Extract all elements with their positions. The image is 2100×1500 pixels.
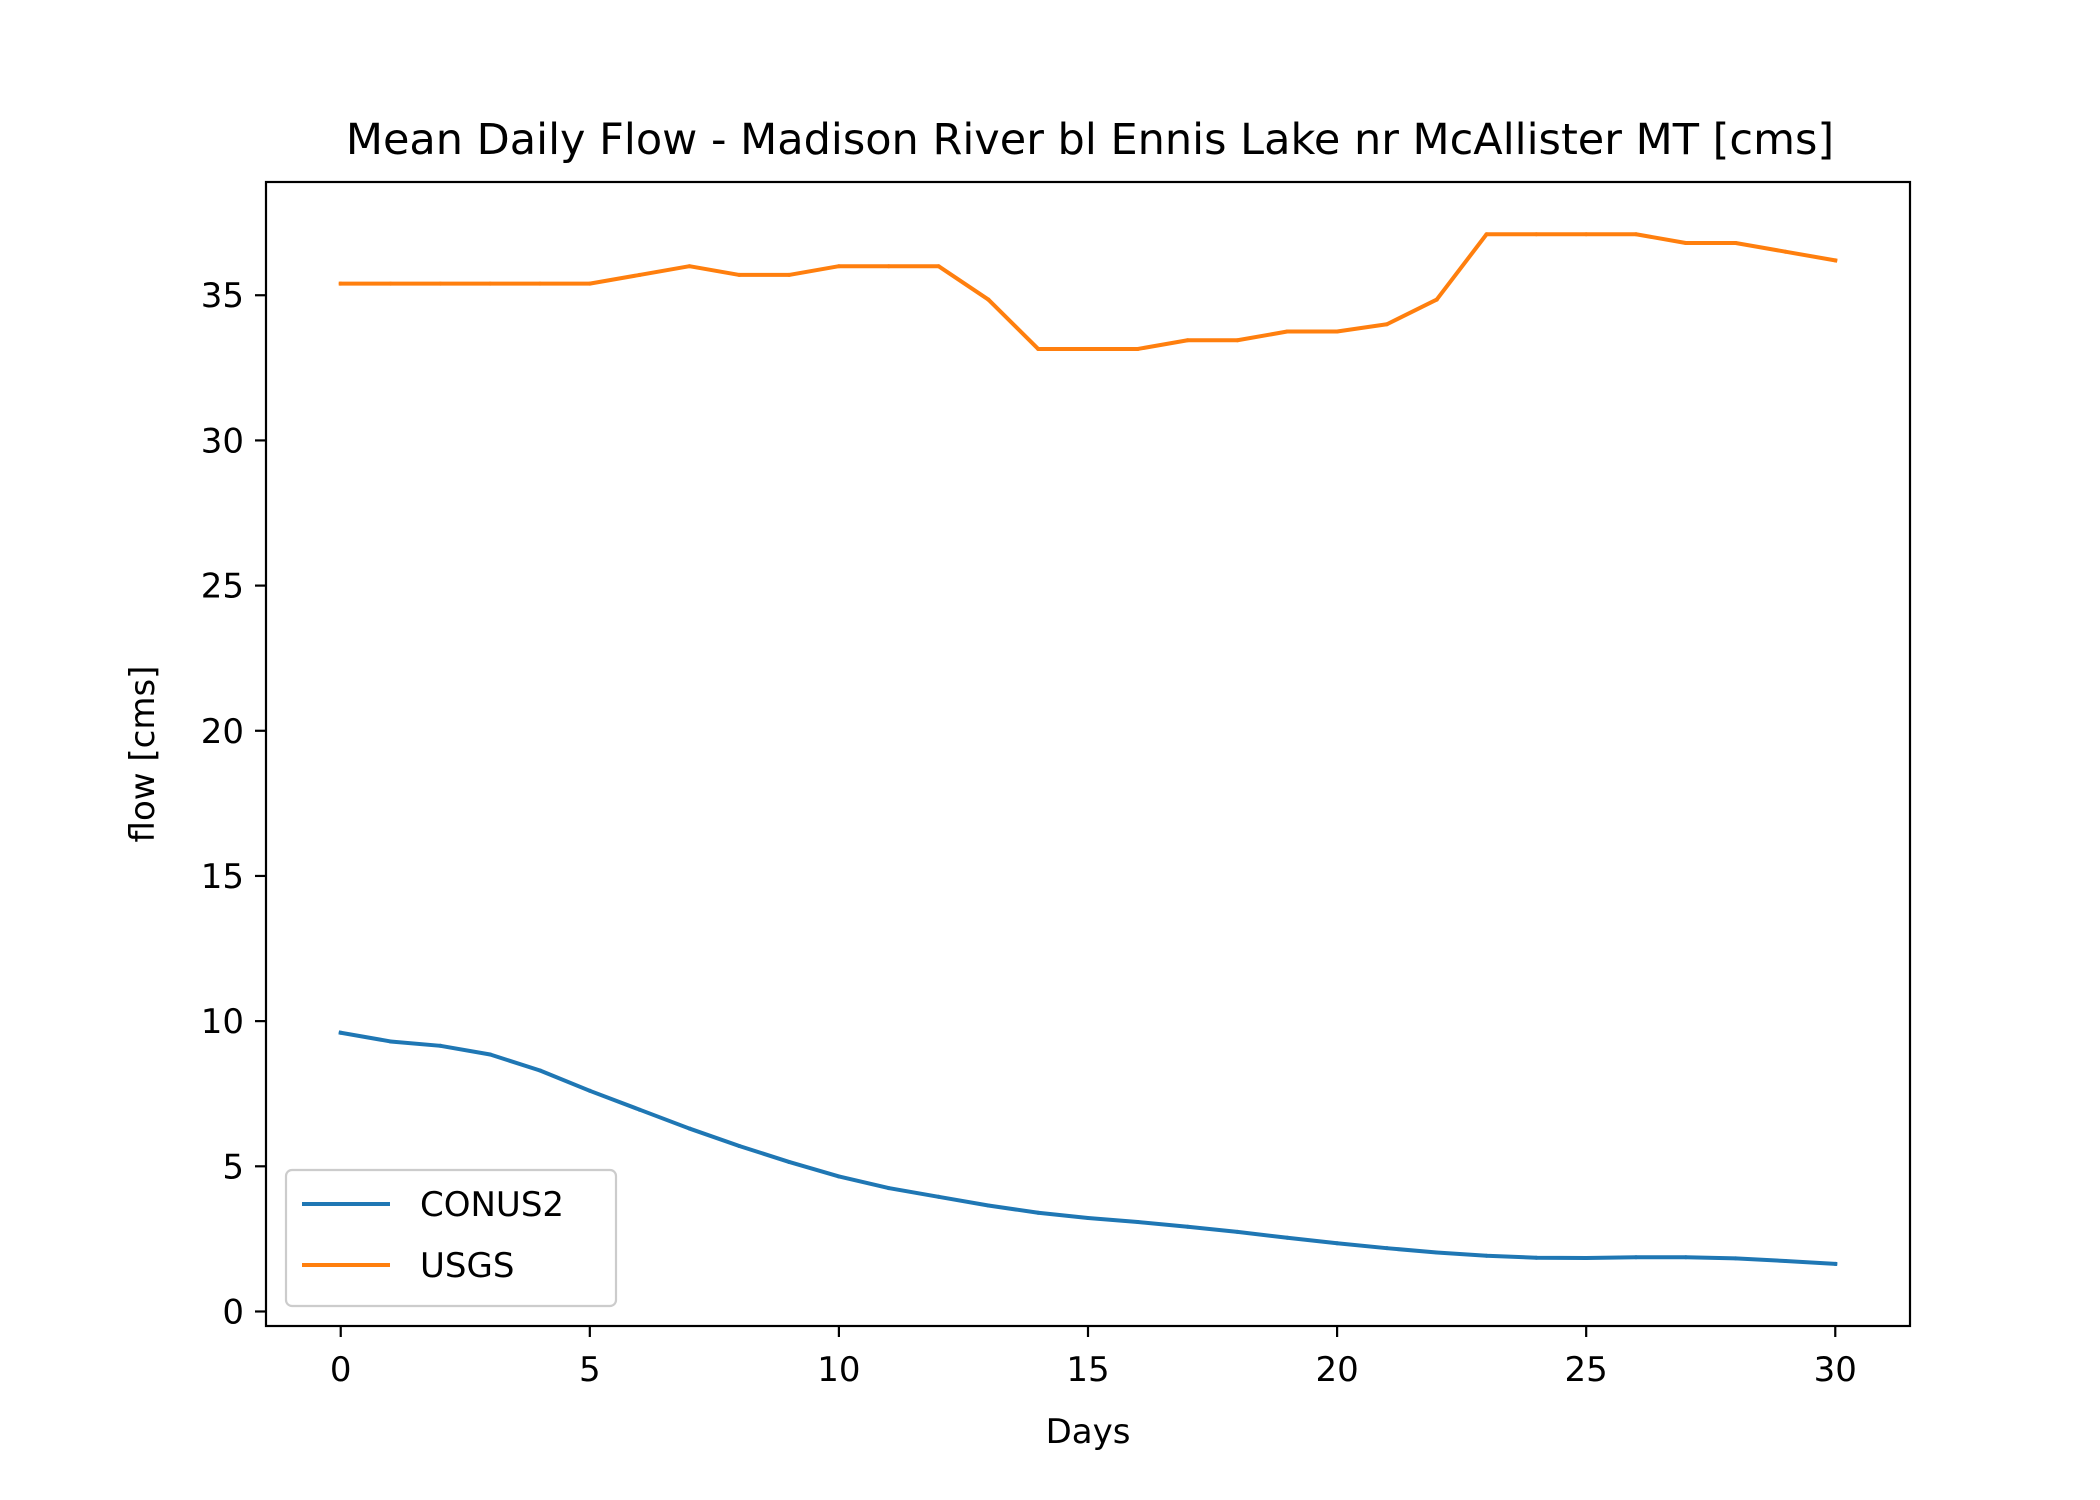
data-point-conus2 [1285, 1235, 1290, 1240]
data-point-conus2 [1584, 1256, 1589, 1261]
data-point-usgs [1135, 346, 1140, 351]
y-tick-label: 20 [201, 712, 244, 752]
x-axis-label: Days [1046, 1412, 1131, 1452]
data-point-usgs [1833, 258, 1838, 263]
data-point-usgs [1235, 338, 1240, 343]
data-point-conus2 [886, 1186, 891, 1191]
data-point-usgs [1683, 240, 1688, 245]
data-point-usgs [1733, 240, 1738, 245]
chart-title: Mean Daily Flow - Madison River bl Ennis… [346, 115, 1834, 165]
data-point-usgs [836, 264, 841, 269]
y-tick-label: 0 [222, 1292, 244, 1332]
data-point-conus2 [1235, 1229, 1240, 1234]
data-point-usgs [1484, 232, 1489, 237]
data-point-usgs [986, 297, 991, 302]
data-point-usgs [936, 264, 941, 269]
data-point-conus2 [787, 1159, 792, 1164]
data-point-usgs [388, 281, 393, 286]
data-point-conus2 [1733, 1256, 1738, 1261]
data-point-conus2 [1833, 1261, 1838, 1266]
data-point-usgs [737, 272, 742, 277]
data-point-usgs [438, 281, 443, 286]
series-layer [338, 232, 1838, 1266]
data-point-conus2 [438, 1043, 443, 1048]
data-point-usgs [1434, 297, 1439, 302]
data-point-usgs [1384, 322, 1389, 327]
data-point-usgs [338, 281, 343, 286]
data-point-conus2 [1534, 1255, 1539, 1260]
y-tick-label: 25 [201, 567, 244, 607]
data-point-conus2 [1086, 1215, 1090, 1220]
y-tick-label: 10 [201, 1002, 244, 1042]
data-point-conus2 [1434, 1250, 1439, 1255]
data-point-conus2 [1185, 1224, 1190, 1229]
data-point-usgs [637, 272, 642, 277]
x-axis: 0 5 10 15 20 25 30 [330, 1326, 1857, 1390]
data-point-conus2 [1634, 1255, 1638, 1260]
x-tick-label: 20 [1315, 1350, 1358, 1390]
x-tick-label: 15 [1066, 1350, 1109, 1390]
legend-label-conus2: CONUS2 [420, 1185, 564, 1225]
data-point-conus2 [1384, 1246, 1389, 1251]
legend-label-usgs: USGS [420, 1246, 514, 1286]
data-point-usgs [538, 281, 542, 286]
data-point-usgs [1783, 249, 1788, 254]
x-tick-label: 30 [1814, 1350, 1857, 1390]
data-point-conus2 [687, 1126, 692, 1131]
data-point-usgs [687, 264, 692, 269]
x-tick-label: 5 [579, 1350, 601, 1390]
data-point-conus2 [488, 1052, 493, 1057]
y-tick-label: 5 [222, 1147, 244, 1187]
data-point-conus2 [1484, 1253, 1489, 1258]
data-point-conus2 [1135, 1220, 1140, 1225]
data-point-conus2 [1683, 1255, 1688, 1260]
data-point-conus2 [587, 1088, 592, 1093]
data-point-conus2 [388, 1039, 393, 1044]
data-point-conus2 [637, 1107, 642, 1112]
data-point-usgs [787, 272, 792, 277]
y-axis-label: flow [cms] [123, 666, 163, 843]
x-tick-label: 0 [330, 1350, 352, 1390]
data-point-usgs [587, 281, 592, 286]
data-point-conus2 [1335, 1241, 1340, 1246]
data-point-conus2 [538, 1068, 542, 1073]
data-point-conus2 [737, 1143, 742, 1148]
data-point-usgs [1086, 346, 1090, 351]
data-point-usgs [1185, 338, 1190, 343]
data-point-usgs [886, 264, 891, 269]
data-point-usgs [1036, 346, 1041, 351]
y-tick-label: 30 [201, 421, 244, 461]
x-tick-label: 25 [1565, 1350, 1608, 1390]
data-point-usgs [488, 281, 493, 286]
y-axis: 0 5 10 15 20 25 30 35 [201, 276, 266, 1332]
data-point-conus2 [1036, 1210, 1041, 1215]
data-point-usgs [1584, 232, 1589, 237]
data-point-usgs [1285, 329, 1290, 334]
data-point-conus2 [986, 1203, 991, 1208]
y-tick-label: 15 [201, 857, 244, 897]
data-point-usgs [1534, 232, 1539, 237]
data-point-conus2 [836, 1174, 841, 1179]
data-point-conus2 [1783, 1258, 1788, 1263]
data-point-conus2 [936, 1194, 941, 1199]
data-point-conus2 [338, 1030, 343, 1035]
data-point-usgs [1335, 329, 1340, 334]
y-tick-label: 35 [201, 276, 244, 316]
x-tick-label: 10 [817, 1350, 860, 1390]
legend: CONUS2 USGS [284, 1168, 618, 1308]
data-point-usgs [1634, 232, 1638, 237]
